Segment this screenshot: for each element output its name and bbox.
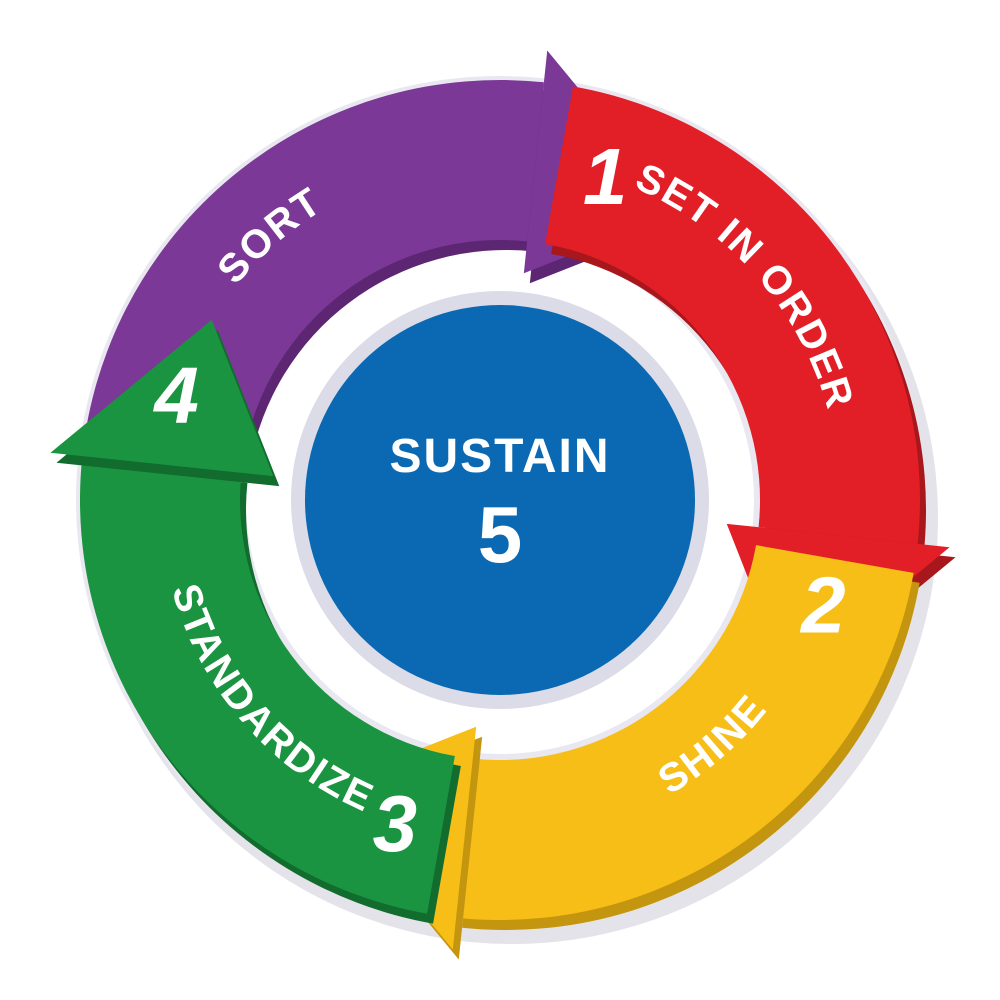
- segment-set-in-order-number: 2: [799, 561, 846, 650]
- center-number: 5: [478, 490, 523, 579]
- five-s-cycle-diagram: SORTSET IN ORDERSHINESTANDARDIZE1234SUST…: [0, 0, 1000, 1000]
- segment-shine-number: 3: [373, 779, 418, 868]
- segment-sort-number: 1: [583, 132, 628, 221]
- center-label: SUSTAIN: [389, 430, 610, 483]
- segment-standardize-number: 4: [152, 350, 199, 439]
